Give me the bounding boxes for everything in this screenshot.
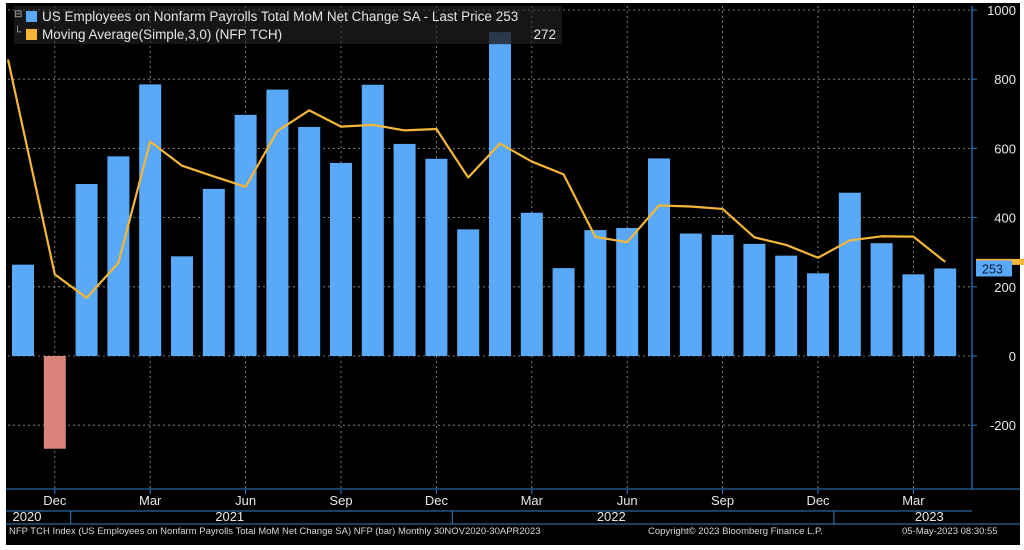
legend-tree-icon: └ bbox=[14, 27, 22, 38]
bar bbox=[298, 126, 321, 356]
bar bbox=[520, 212, 543, 356]
chart-legend: ⊟ US Employees on Nonfarm Payrolls Total… bbox=[14, 6, 562, 44]
year-label: 2023 bbox=[915, 509, 944, 524]
y-tick-label: 600 bbox=[994, 141, 1016, 156]
bar bbox=[202, 188, 225, 356]
moving-average-line bbox=[6, 59, 946, 299]
bar bbox=[393, 143, 416, 356]
bar bbox=[330, 162, 352, 356]
legend-entry-moving-average: └ Moving Average(Simple,3,0) (NFP TCH) 2… bbox=[14, 26, 562, 44]
footer-timestamp: 05-May-2023 08:30:55 bbox=[902, 526, 998, 537]
bar bbox=[139, 84, 162, 356]
bar bbox=[934, 268, 957, 356]
x-tick-label: Jun bbox=[617, 493, 638, 508]
footer-index-description: NFP TCH Index (US Employees on Nonfarm P… bbox=[9, 526, 541, 537]
year-label: 2020 bbox=[13, 509, 42, 524]
y-tick-label: 0 bbox=[1009, 349, 1016, 364]
x-tick-label: Dec bbox=[806, 493, 830, 508]
bar bbox=[361, 84, 384, 357]
footer-copyright: Copyright© 2023 Bloomberg Finance L.P. bbox=[648, 526, 823, 537]
bar bbox=[838, 192, 861, 356]
x-tick-label: Mar bbox=[139, 493, 162, 508]
legend-label-moving-average: Moving Average(Simple,3,0) (NFP TCH) bbox=[42, 27, 283, 42]
bar bbox=[552, 268, 575, 356]
bar bbox=[171, 256, 193, 356]
x-tick-label: Sep bbox=[329, 493, 352, 508]
y-tick-label: 800 bbox=[994, 72, 1016, 87]
bar bbox=[43, 356, 66, 449]
legend-label-nfp: US Employees on Nonfarm Payrolls Total M… bbox=[42, 9, 519, 24]
bar bbox=[711, 234, 734, 356]
y-tick-label: -200 bbox=[990, 418, 1016, 433]
legend-swatch-bar-icon bbox=[26, 11, 37, 22]
bar bbox=[648, 158, 670, 356]
bar bbox=[457, 229, 480, 356]
x-tick-label: Dec bbox=[43, 493, 67, 508]
y-tick-label: 1000 bbox=[987, 3, 1016, 18]
y-tick-label: 200 bbox=[994, 280, 1016, 295]
x-tick-label: Dec bbox=[425, 493, 449, 508]
bar bbox=[902, 274, 925, 356]
bar bbox=[12, 264, 34, 356]
x-tick-label: Mar bbox=[521, 493, 544, 508]
year-label: 2021 bbox=[215, 509, 244, 524]
bar bbox=[616, 227, 639, 356]
year-label: 2022 bbox=[597, 509, 626, 524]
legend-value-moving-average: 272 bbox=[533, 27, 556, 42]
x-tick-label: Sep bbox=[711, 493, 734, 508]
bar bbox=[266, 89, 289, 356]
legend-swatch-line-icon bbox=[26, 29, 37, 40]
bar bbox=[234, 114, 257, 356]
last-price-tag bbox=[976, 260, 1012, 277]
x-tick-label: Jun bbox=[235, 493, 256, 508]
legend-collapse-icon[interactable]: ⊟ bbox=[14, 9, 23, 20]
bar bbox=[870, 243, 893, 356]
bar bbox=[743, 243, 766, 356]
x-tick-label: Mar bbox=[902, 493, 925, 508]
bar bbox=[75, 184, 98, 356]
bar bbox=[425, 158, 448, 356]
bar bbox=[489, 42, 511, 356]
bar bbox=[107, 156, 130, 356]
bar bbox=[775, 255, 798, 356]
bar bbox=[807, 273, 829, 356]
y-tick-label: 400 bbox=[994, 211, 1016, 226]
bar bbox=[679, 233, 702, 356]
last-price-tag-label: 253 bbox=[982, 262, 1003, 276]
legend-entry-nfp: ⊟ US Employees on Nonfarm Payrolls Total… bbox=[14, 8, 562, 26]
bar bbox=[584, 230, 607, 356]
